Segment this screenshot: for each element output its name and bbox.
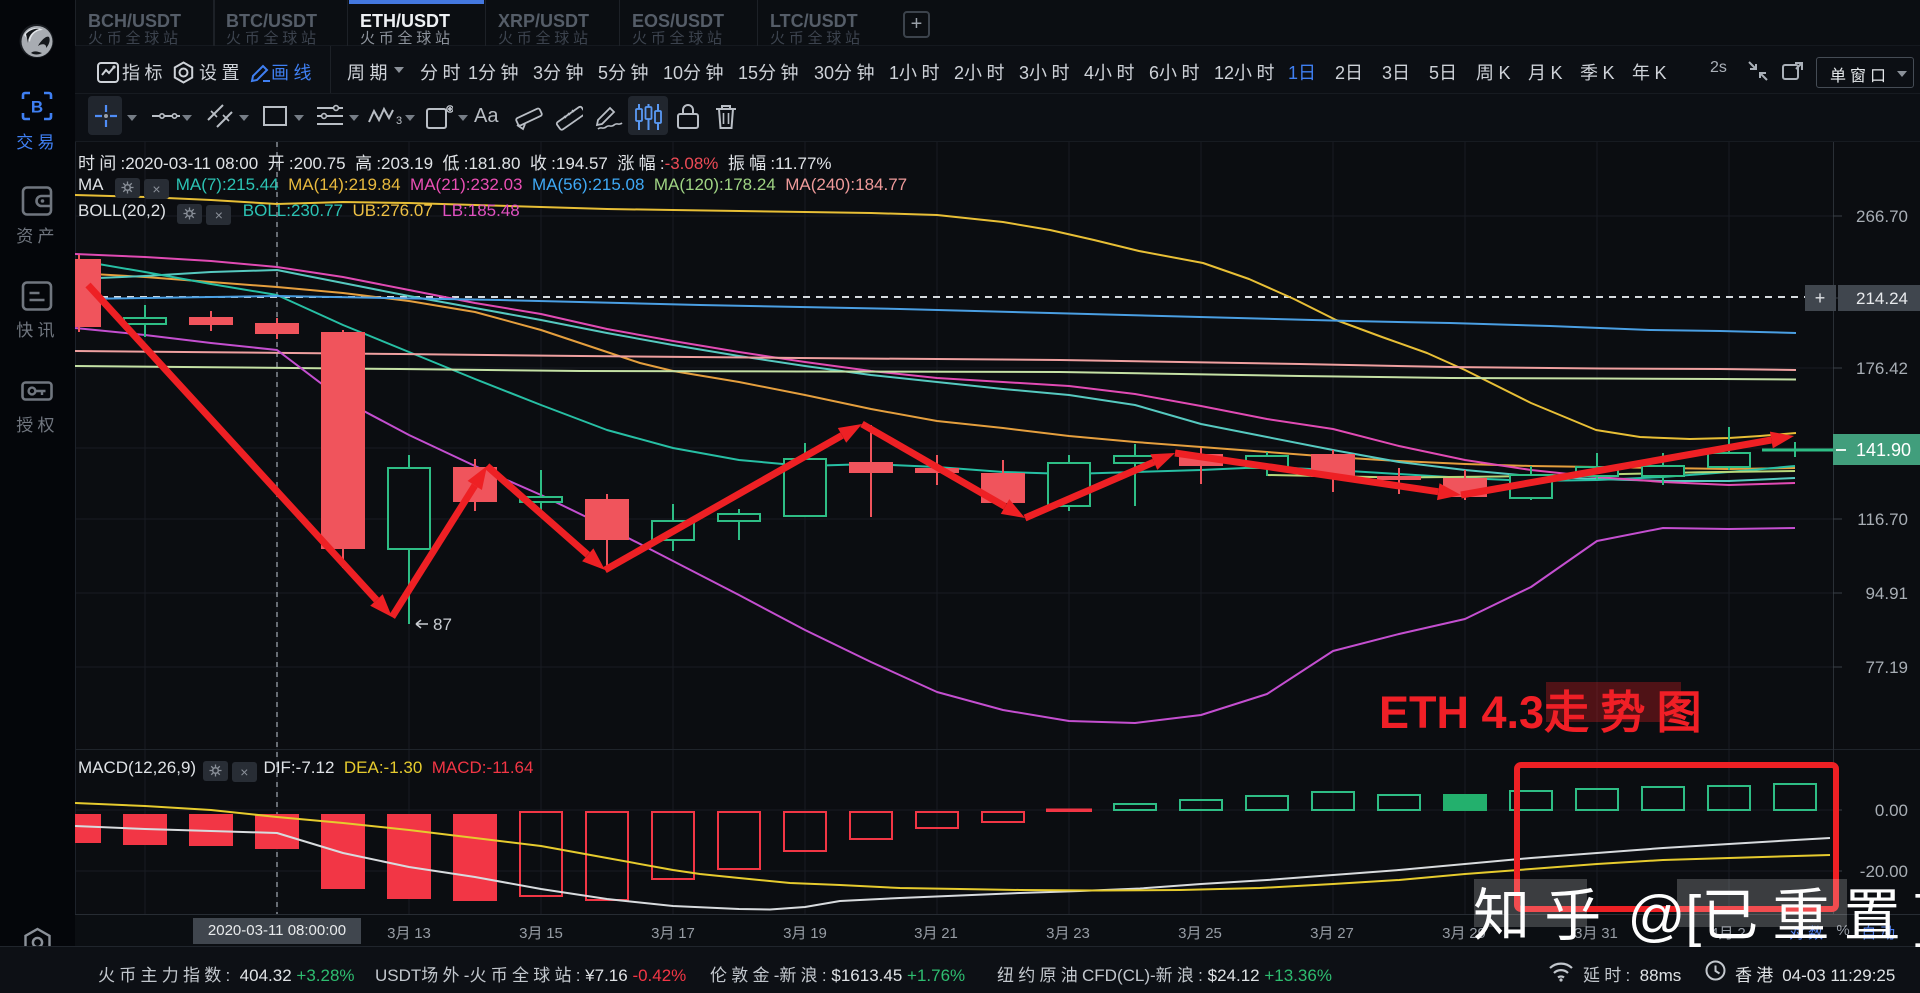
svg-text:3: 3 [396, 115, 402, 126]
svg-text:116.70: 116.70 [1857, 510, 1908, 529]
svg-text:+: + [1815, 288, 1826, 308]
svg-text:87: 87 [433, 615, 452, 634]
svg-text:176.42: 176.42 [1856, 359, 1908, 378]
svg-text:-20.00: -20.00 [1860, 862, 1908, 881]
svg-text:141.90: 141.90 [1856, 440, 1911, 460]
svg-text:0.00: 0.00 [1875, 801, 1908, 820]
svg-text:77.19: 77.19 [1865, 658, 1908, 677]
svg-text:94.91: 94.91 [1865, 584, 1908, 603]
svg-text:B: B [31, 98, 43, 117]
svg-text:214.24: 214.24 [1856, 289, 1908, 308]
svg-text:266.70: 266.70 [1856, 207, 1908, 226]
